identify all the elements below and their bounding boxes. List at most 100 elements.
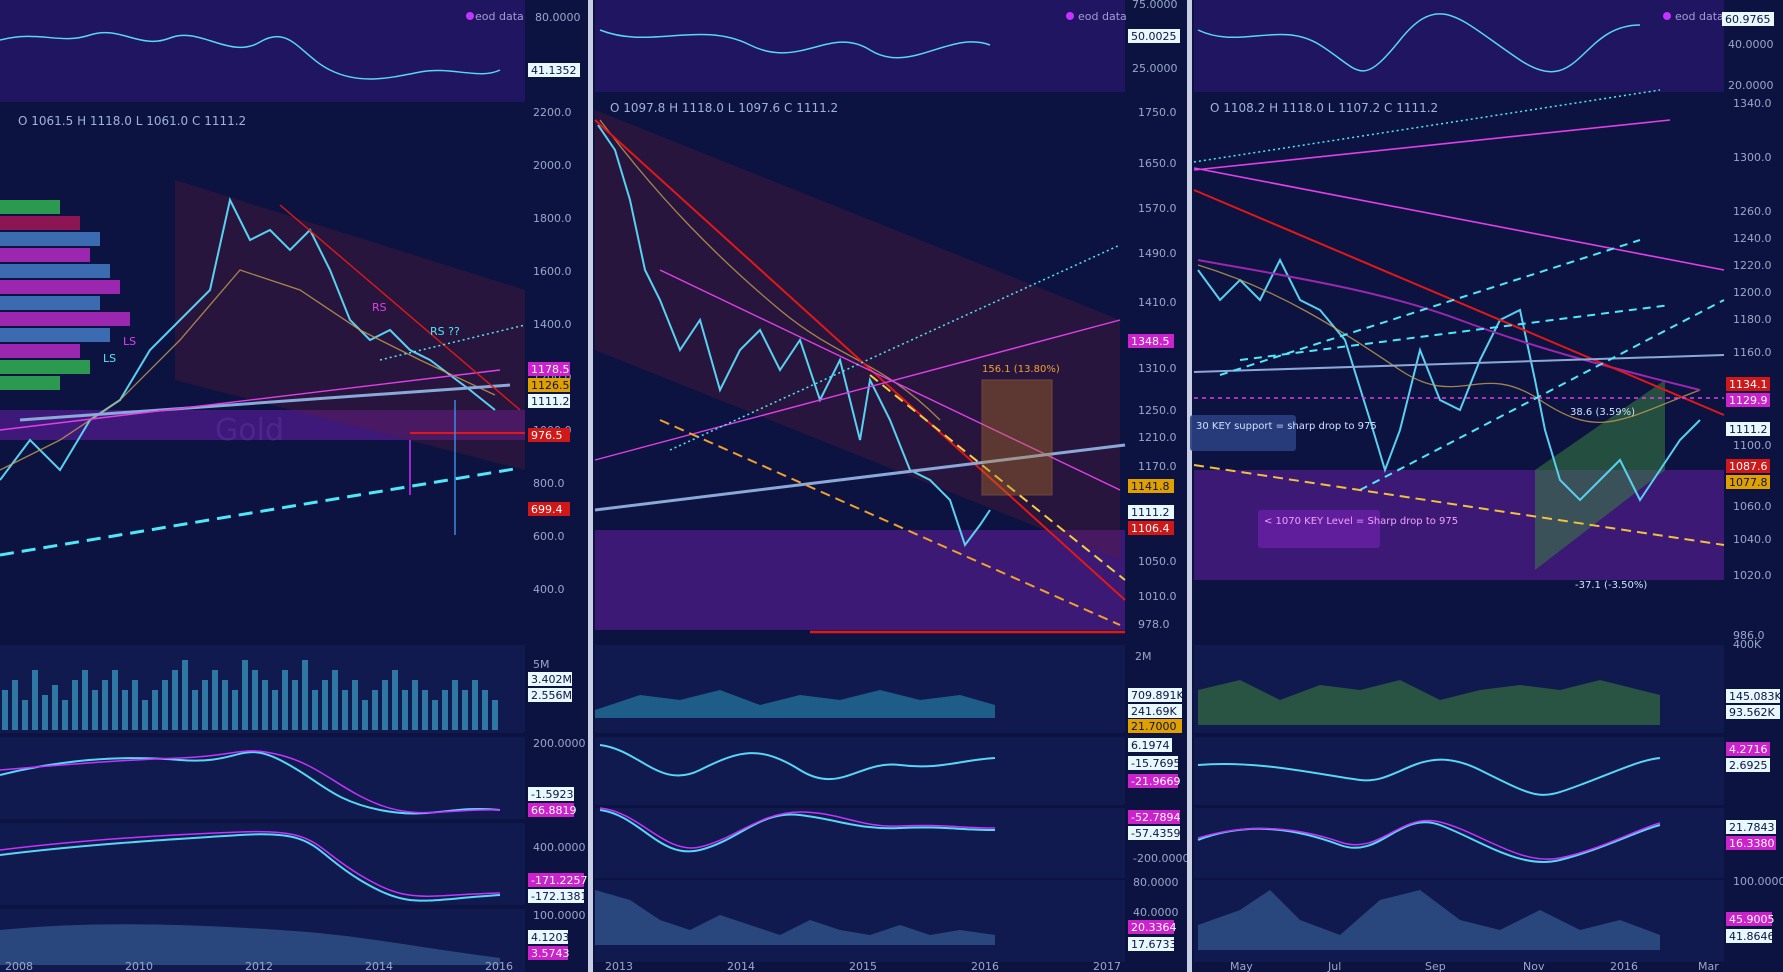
price-tick: 1650.0 [1138,157,1177,170]
price-tick: 1060.0 [1733,500,1772,513]
macd-tag-box [1726,758,1770,772]
measure-up-label: 38.6 (3.59%) [1570,407,1635,418]
rsi-tick: 40.0000 [1728,38,1774,51]
macd-tag-box [1128,738,1172,752]
volume-bars [2,660,498,730]
volume-tag-box [1726,689,1780,703]
macd-tag-box [1726,742,1770,756]
ma-purple [1197,259,1701,391]
volume-tick: 400K [1733,638,1762,651]
magenta-trendline [0,369,501,431]
volume-tag-box [528,688,572,702]
cyan-dashed-line [1239,304,1671,361]
osc-tag-box [528,889,584,903]
magenta-rising-line [594,319,1121,461]
osc-tag: -52.7894 [1131,811,1180,824]
orange-dashed-line [659,419,1121,626]
rsi-line [599,29,991,59]
price-tag: 1111.2 [531,395,570,408]
time-tick: 2017 [1093,960,1121,972]
price-tick: 1050.0 [1138,555,1177,568]
volume-area [1198,680,1660,725]
time-tick: 2008 [5,960,33,972]
price-tag: 699.4 [531,503,563,516]
time-tick: Mar [1698,960,1719,972]
osc-line [0,833,501,902]
price-tick: 978.0 [1138,618,1170,631]
time-tick: 2016 [485,960,513,972]
macd-line [0,751,501,815]
stoch-tag: 45.9005 [1729,913,1775,926]
measure-box [981,379,1053,496]
osc-signal [599,807,996,849]
red-trendline [279,204,521,411]
stoch-area [595,890,995,945]
magenta-trendline [1193,167,1725,271]
rsi-value-tag-box [1722,12,1774,26]
osc-tag: -172.1381 [531,890,587,903]
price-tag-box [1726,377,1770,391]
price-tick: 1750.0 [1138,106,1177,119]
price-tag-box [1128,505,1174,519]
price-tag-box [528,378,570,392]
price-tag-box [1128,521,1174,535]
stoch-tag-box [1128,937,1174,951]
price-axis: 1340.0 1300.0 1260.0 1240.0 1220.0 1200.… [1733,97,1772,642]
note-key-level: < 1070 KEY Level = Sharp drop to 975 [1264,516,1458,527]
price-tag: 1077.8 [1729,476,1768,489]
price-tick: 1490.0 [1138,247,1177,260]
price-tick: 2000.0 [533,159,572,172]
stoch-tag: 3.5743 [531,947,570,960]
price-tick: 400.0 [533,583,565,596]
stoch-area [1198,890,1660,950]
price-tick: 800.0 [533,477,565,490]
rsi-value-tag: 50.0025 [1131,30,1177,43]
time-tick: Nov [1523,960,1545,972]
price-tag: 1141.8 [1131,480,1170,493]
osc-tag: 21.7843 [1729,821,1775,834]
time-tick: 2016 [971,960,999,972]
osc-tag-box [1128,826,1180,840]
rising-wedge [1535,380,1665,570]
macd-pane [1194,737,1724,805]
ohlc-readout: O 1108.2 H 1118.0 L 1107.2 C 1111.2 [1210,101,1438,115]
stoch-tag: 41.8646 [1729,930,1775,943]
rsi-value-tag-box [1128,29,1180,43]
rsi-pane [595,0,1125,92]
price-tick: 1170.0 [1138,460,1177,473]
daily-chart-panel: eod data 75.0000 50.0025 25.0000 O 1097.… [594,0,1189,972]
volume-tag: 2.556M [531,689,572,702]
neckline [19,383,511,422]
macd-line [599,744,996,781]
volume-tag-box [1128,704,1182,718]
price-tag: 1106.4 [1131,522,1170,535]
volume-tick: 5M [533,658,550,671]
volume-area [595,690,995,718]
time-tick: Jul [1327,960,1341,972]
magenta-trendline [659,269,1121,491]
time-tick: 2014 [727,960,755,972]
annotation-rs: RS ?? [430,325,460,338]
blue-rising-line [594,443,1126,512]
note-box [1190,415,1296,451]
price-tag-box [1726,475,1770,489]
measure-label: 156.1 (13.80%) [982,364,1060,375]
price-tag-box [1128,334,1174,348]
pennant-channel [175,180,525,470]
time-tick: 2015 [849,960,877,972]
volume-profile [0,200,130,390]
macd-tick: 200.0000 [533,737,586,750]
time-tick: 2013 [605,960,633,972]
stoch-tag-box [1726,912,1772,926]
volume-tag: 21.7000 [1131,720,1177,733]
price-tick: 1340.0 [1733,97,1772,110]
volume-tag-box [1726,705,1780,719]
price-tick: 1100.0 [1733,439,1772,452]
volume-tag-box [528,672,572,686]
stoch-tag: 4.1203 [531,931,570,944]
time-axis: 2013 2014 2015 2016 2017 [605,960,1121,972]
time-tick: 2012 [245,960,273,972]
price-tick: 1160.0 [1733,346,1772,359]
price-tick: 1250.0 [1138,404,1177,417]
volume-pane [595,645,1125,733]
